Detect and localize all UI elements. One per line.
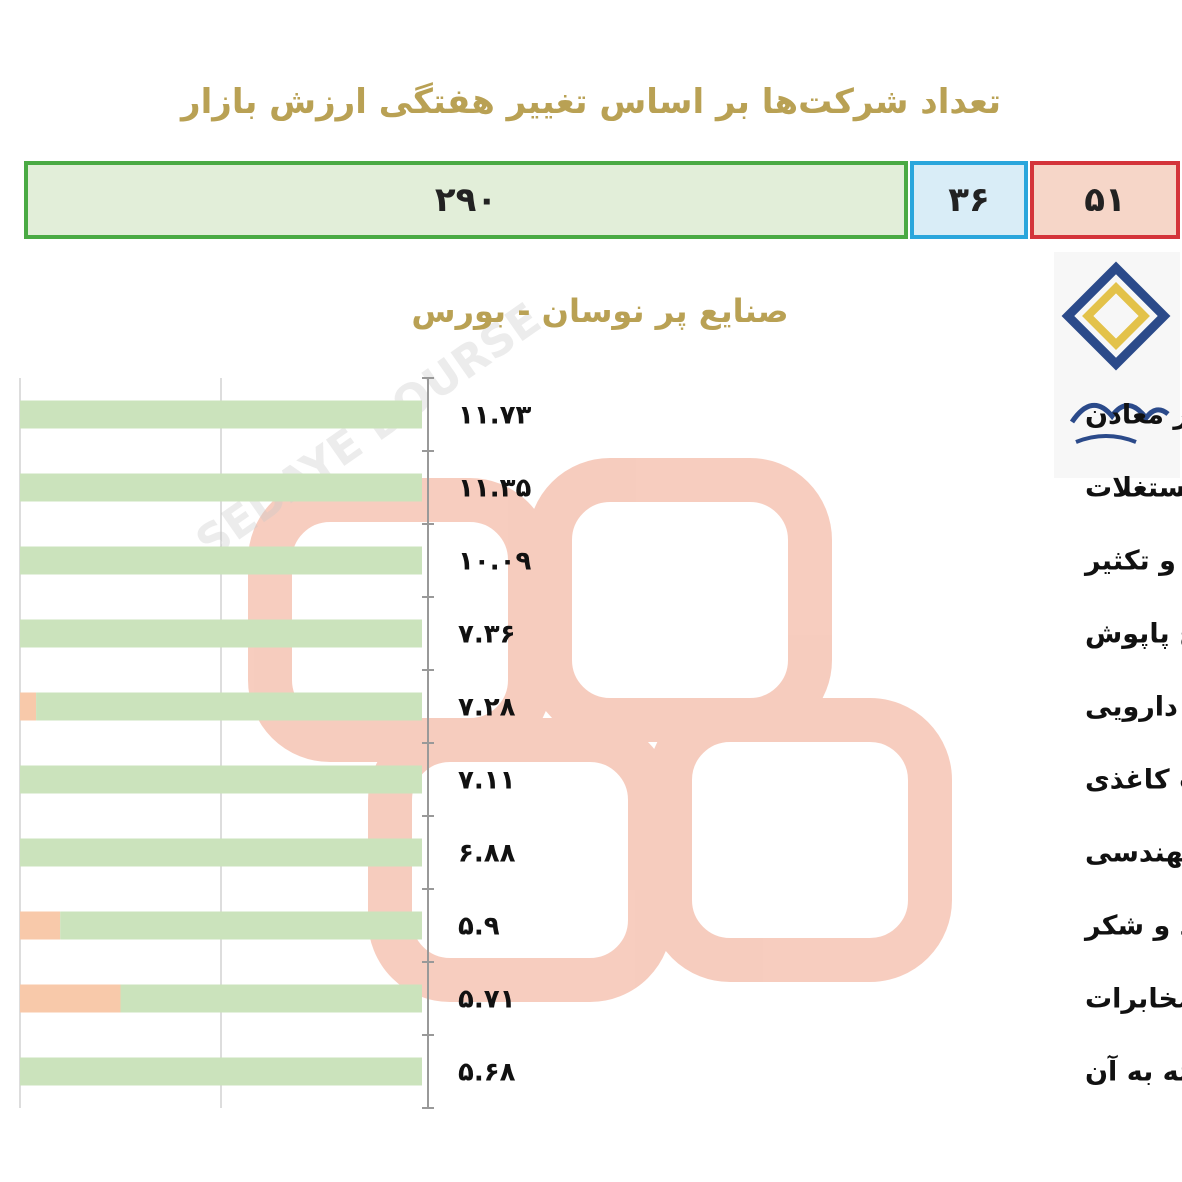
category-label: کشاورزی، دامپروری و خدمات وابسته به آن: [1085, 1055, 1182, 1088]
data-label: ۱۱.۷۳: [458, 401, 531, 431]
category-label: استخراج سایر معادن: [1085, 400, 1182, 431]
chart-title: تعداد شرکت‌ها بر اساس تغییر هفتگی ارزش ب…: [181, 82, 1001, 122]
bar: [120, 984, 422, 1013]
data-label: ۱۱.۳۵: [458, 474, 531, 504]
data-label: ۵.۹: [458, 912, 500, 942]
bar: [20, 546, 422, 575]
category-label: انتشار، چاپ و تکثیر: [1083, 546, 1182, 577]
data-label: ۷.۲۸: [458, 693, 516, 723]
category-label: خدمات فنی و مهندسی: [1085, 838, 1182, 869]
bar: [20, 473, 422, 502]
bar: [20, 619, 422, 648]
data-label: ۶.۸۸: [458, 839, 516, 869]
data-label: ۵.۶۸: [458, 1058, 516, 1088]
bar: [60, 911, 422, 940]
company-count-bar: ۲۹۰ ۳۶ ۵۱: [24, 161, 1180, 239]
bar: [20, 838, 422, 867]
bar-segment: [20, 984, 121, 1013]
bar: [20, 765, 422, 794]
bar-segment: [20, 911, 61, 940]
publisher-logo-icon: [1054, 252, 1180, 478]
bar: [20, 400, 422, 429]
category-label: مخابرات: [1085, 984, 1182, 1015]
category-label: مواد و محصولات دارویی: [1085, 692, 1182, 723]
category-label: دباغی، پرداخت چرم و ساخت انواع پاپوش: [1085, 619, 1182, 650]
bar-segment: [20, 692, 37, 721]
data-label: ۱۰.۰۹: [458, 547, 531, 577]
rising-count-box: ۲۹۰: [24, 161, 908, 239]
chart-subtitle: صنایع پر نوسان - بورس: [411, 292, 789, 330]
category-label: انبوه سازی املاک و مستغلات: [1085, 473, 1182, 504]
bar: [20, 1057, 422, 1086]
falling-count-box: ۵۱: [1030, 161, 1180, 239]
bar: [36, 692, 422, 721]
industry-chart: ۱۱.۷۳ استخراج سایر معادن ۱۱.۳۵ انبوه سازی ا…: [19, 377, 1182, 1109]
data-label: ۷.۱۱: [458, 766, 515, 796]
category-label: محصولات کاغذی: [1085, 765, 1182, 796]
data-label: ۵.۷۱: [458, 985, 515, 1015]
data-label: ۷.۳۶: [458, 620, 515, 650]
unchanged-count-box: ۳۶: [910, 161, 1028, 239]
category-label: قند و شکر: [1083, 911, 1182, 942]
